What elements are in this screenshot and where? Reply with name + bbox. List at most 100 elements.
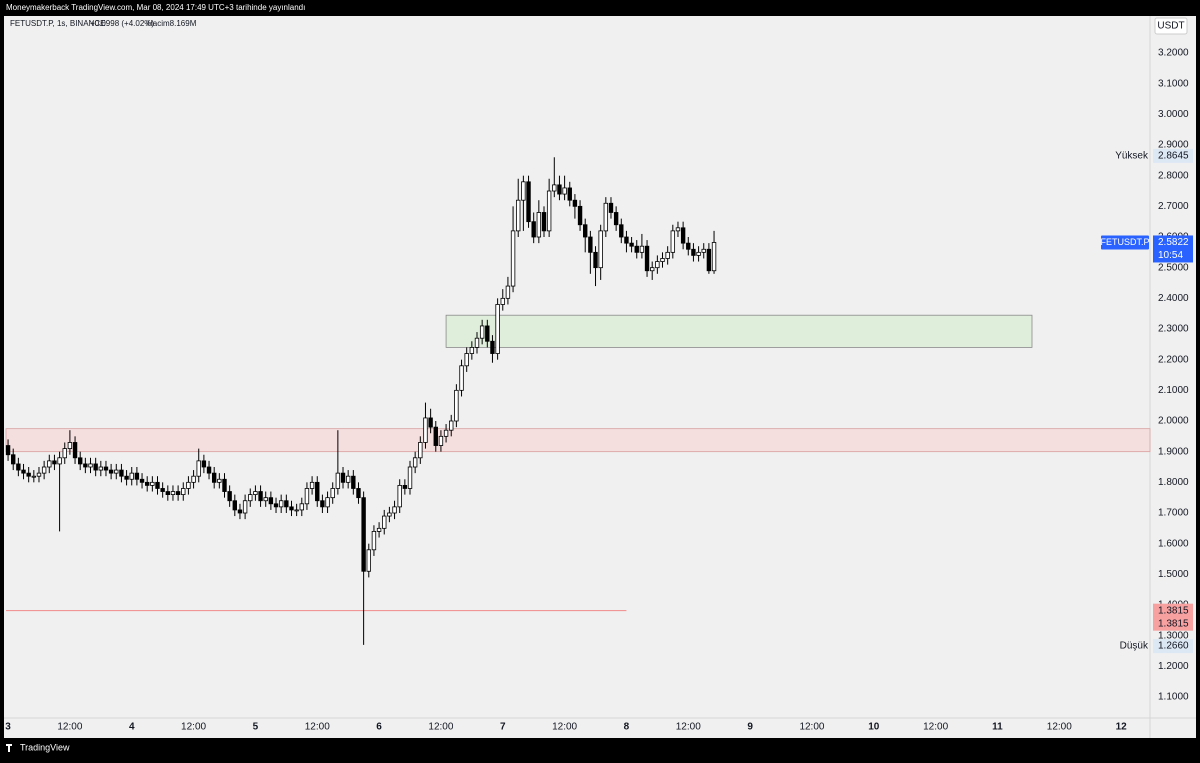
candle-body (624, 236, 629, 244)
candle-body (665, 251, 670, 259)
candle-body (670, 230, 676, 253)
candle-body (88, 463, 93, 468)
candle-body (315, 481, 320, 502)
candle-body (629, 242, 634, 247)
candle-body (655, 261, 660, 269)
candle-body (330, 488, 335, 499)
candle-body (583, 224, 588, 238)
brand-logo (6, 744, 12, 752)
candle-body (479, 325, 485, 339)
candle-body (289, 506, 294, 511)
candle-body (11, 454, 16, 465)
candle-body (258, 491, 263, 502)
y-tick-label: 2.5000 (1158, 262, 1189, 273)
y-tick-label: 2.8000 (1158, 170, 1189, 181)
candle-body (392, 506, 397, 514)
candle-body (588, 236, 593, 253)
candle-body (144, 481, 150, 486)
x-tick-label: 6 (376, 722, 382, 733)
currency[interactable]: USDT (1157, 21, 1184, 32)
x-tick-label: 12:00 (57, 722, 82, 733)
y-tick-label: 1.3000 (1158, 630, 1189, 641)
x-tick-label: 12:00 (428, 722, 453, 733)
plot-bg (4, 16, 1196, 738)
candle-body (253, 491, 258, 496)
candle-body (119, 469, 124, 477)
x-tick-label: 12 (1116, 722, 1128, 733)
candle-body (273, 503, 279, 508)
x-tick-label: 10 (868, 722, 880, 733)
candle-body (62, 448, 67, 459)
candle-body (206, 466, 212, 474)
candle-body (464, 353, 469, 367)
candle-body (361, 497, 366, 572)
y-tick-label: 1.7000 (1158, 508, 1189, 519)
candle-body (701, 248, 706, 253)
candle-body (376, 527, 382, 532)
y-tick-label: 1.1000 (1158, 692, 1189, 703)
y-tick-label: 2.2000 (1158, 354, 1189, 365)
candle-body (294, 509, 299, 512)
candle-body (387, 512, 392, 517)
y-tick-label: 2.0000 (1158, 416, 1189, 427)
x-tick-label: 5 (253, 722, 259, 733)
zone (445, 314, 1033, 348)
candle-body (500, 297, 505, 305)
candle-body (114, 469, 119, 474)
candle-body (139, 478, 145, 483)
candle-body (299, 503, 304, 511)
candle-body (423, 417, 428, 443)
x-tick-label: 12:00 (305, 722, 330, 733)
candle-body (407, 466, 413, 489)
candle-body (21, 469, 26, 474)
marker-box (1153, 639, 1193, 654)
price-tag (1153, 616, 1193, 631)
candle-body (680, 227, 686, 244)
candle-body (201, 460, 207, 468)
candle-body (706, 248, 712, 272)
candle-body (52, 460, 57, 465)
candle-body (516, 199, 521, 232)
top-bar (0, 0, 1200, 16)
candle-body (83, 463, 88, 468)
x-tick-label: 3 (5, 722, 11, 733)
candle-body (36, 472, 42, 477)
candle-body (691, 248, 696, 256)
y-tick-label: 3.2000 (1158, 48, 1189, 59)
candle-body (552, 184, 557, 192)
candle-body (165, 491, 171, 496)
candle-body (495, 304, 500, 354)
candle-body (438, 435, 444, 446)
candle-body (103, 466, 109, 471)
candle-body (217, 478, 222, 483)
candle-body (546, 190, 552, 232)
candle-body (675, 227, 681, 232)
bottom-bar (0, 738, 1200, 758)
candle-body (412, 457, 418, 468)
candle-body (536, 212, 542, 238)
symbol-title: FETUSDT.P, 1s, BINANCE (10, 19, 105, 28)
last-price-name-box (1101, 235, 1149, 250)
candle-body (644, 245, 650, 272)
candle-body (418, 442, 423, 459)
marker-name: Yüksek (1115, 151, 1149, 162)
candle-body (191, 475, 196, 483)
candle-body (160, 488, 165, 492)
y-tick-label: 2.7000 (1158, 201, 1189, 212)
candle-body (181, 488, 186, 496)
price-tag-label: 1.3815 (1158, 618, 1189, 629)
candle-body (650, 267, 655, 272)
candle-body (366, 549, 371, 572)
header-text: Moneymakerback TradingView.com, Mar 08, … (6, 3, 305, 12)
candle-body (345, 475, 351, 483)
candle-body (222, 478, 227, 492)
y-tick-label: 2.1000 (1158, 385, 1189, 396)
marker-box (1153, 148, 1193, 163)
x-tick-label: 12:00 (676, 722, 701, 733)
candle-body (16, 463, 21, 471)
currency-box[interactable] (1154, 17, 1188, 35)
candle-body (526, 181, 531, 223)
candle-body (541, 212, 547, 232)
brand: TradingView (20, 742, 70, 752)
